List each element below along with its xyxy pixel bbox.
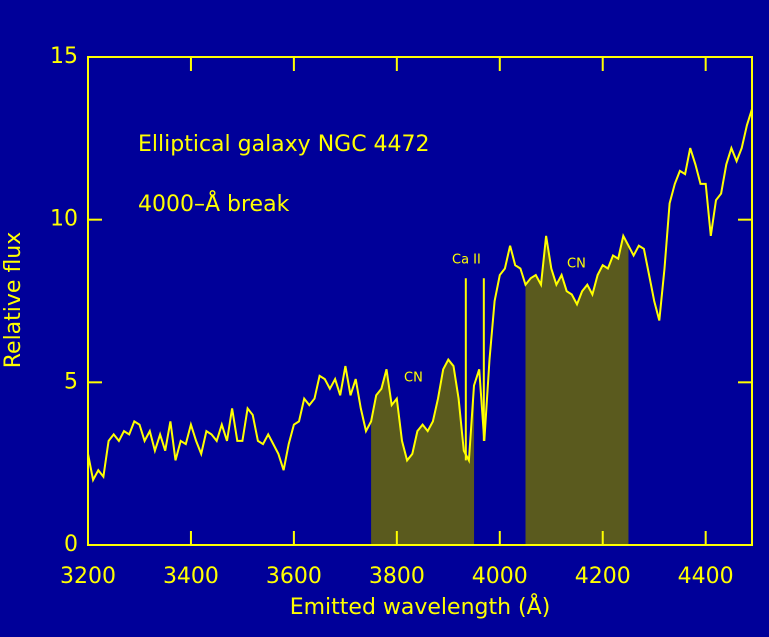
y-tick-label: 0: [64, 532, 78, 557]
line-label: Ca II: [452, 253, 481, 268]
x-axis-label: Emitted wavelength (Å): [290, 593, 551, 620]
annotation: 4000–Å break: [138, 190, 290, 217]
annotation: Elliptical galaxy NGC 4472: [138, 132, 430, 157]
y-axis-label: Relative flux: [1, 232, 26, 369]
spectrum-line: [87, 108, 753, 483]
x-tick-label: 3400: [163, 564, 219, 589]
x-tick-label: 3600: [266, 564, 322, 589]
line-label: CN: [567, 257, 586, 272]
x-tick-label: 4200: [575, 564, 631, 589]
y-tick-label: 5: [64, 369, 78, 394]
x-tick-label: 3200: [60, 564, 116, 589]
line-label: CN: [404, 371, 423, 386]
x-tick-label: 4000: [472, 564, 528, 589]
shaded-region: [525, 235, 629, 545]
y-tick-label: 10: [50, 207, 78, 232]
x-tick-label: 4400: [678, 564, 734, 589]
x-tick-label: 3800: [369, 564, 425, 589]
y-tick-label: 15: [50, 44, 78, 69]
plot-frame: [87, 56, 753, 546]
